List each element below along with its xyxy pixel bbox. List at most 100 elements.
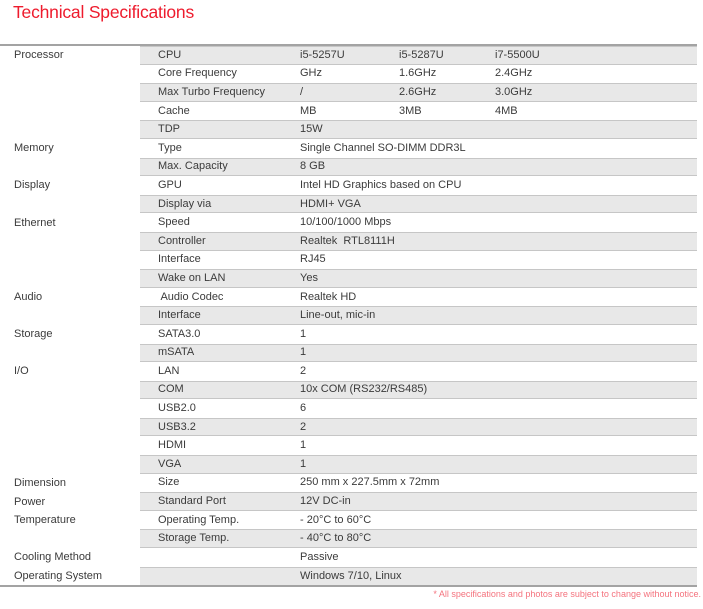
spec-value-1: Realtek RTL8111H [300, 234, 395, 247]
spec-subrow: Controller Realtek RTL8111H [140, 231, 697, 251]
spec-category-label: Power [14, 495, 46, 508]
table-row: mSATA 1 [0, 343, 697, 363]
spec-category-label: Ethernet [14, 216, 56, 229]
spec-item-label: USB2.0 [158, 402, 196, 415]
spec-value-1: 8 GB [300, 160, 326, 173]
spec-value-3: i7-5500U [495, 48, 540, 61]
spec-category-label [0, 344, 140, 363]
table-row: USB2.0 6 [0, 399, 697, 418]
spec-subrow: Cache MB 3MB 4MB [140, 102, 697, 121]
spec-category-label [0, 399, 140, 418]
spec-value-1: Yes [300, 271, 318, 284]
spec-value-1: Single Channel SO-DIMM DDR3L [300, 141, 466, 154]
spec-item-label: HDMI [158, 439, 187, 452]
spec-subrow: HDMI 1 [140, 436, 697, 455]
spec-value-1: 1 [300, 457, 307, 470]
spec-item-label: Operating Temp. [158, 513, 240, 526]
spec-item-label: LAN [158, 364, 180, 377]
table-row: Max Turbo Frequency / 2.6GHz 3.0GHz [0, 83, 697, 102]
spec-subrow: Display via HDMI+ VGA [140, 194, 697, 214]
spec-item-label: Max. Capacity [158, 160, 228, 173]
spec-category-label: Dimension [14, 476, 66, 489]
spec-item-label: USB3.2 [158, 420, 196, 433]
spec-category-label [0, 83, 140, 102]
spec-subrow: Standard Port 12V DC-in [140, 492, 697, 511]
spec-category-label [0, 529, 140, 548]
spec-value-1: RJ45 [300, 253, 326, 266]
table-row: TDP 15W [0, 120, 697, 139]
spec-item-label: COM [158, 383, 184, 396]
spec-value-2: 1.6GHz [399, 67, 437, 80]
table-row: Interface RJ45 [0, 251, 697, 270]
table-row: Max. Capacity 8 GB [0, 157, 697, 177]
spec-category-label [0, 65, 140, 84]
spec-category-label: Audio [14, 291, 43, 304]
table-row: Power Standard Port 12V DC-in [0, 492, 697, 511]
spec-category-label: Memory [14, 142, 54, 155]
spec-category-label [0, 436, 140, 455]
spec-table: Processor CPU i5-5257U i5-5287U i7-5500U… [0, 44, 697, 588]
spec-value-1: 10/100/1000 Mbps [300, 216, 392, 229]
spec-item-label: Type [158, 141, 182, 154]
spec-subrow: Operating Temp. - 20°C to 60°C [140, 511, 697, 530]
table-row: Display via HDMI+ VGA [0, 194, 697, 214]
table-row: HDMI 1 [0, 436, 697, 455]
spec-subrow: Windows 7/10, Linux [140, 566, 697, 586]
spec-category-label: Temperature [14, 514, 76, 527]
spec-category-label [0, 269, 140, 288]
spec-value-1: Line-out, mic-in [300, 309, 376, 322]
spec-category-label [0, 306, 140, 325]
table-row: Storage Temp. - 40°C to 80°C [0, 529, 697, 549]
spec-subrow: GPU Intel HD Graphics based on CPU [140, 176, 697, 195]
spec-value-1: 2 [300, 420, 307, 433]
spec-subrow: Storage Temp. - 40°C to 80°C [140, 529, 697, 549]
table-row: Temperature Operating Temp. - 20°C to 60… [0, 511, 697, 530]
spec-subrow: Wake on LAN Yes [140, 269, 697, 288]
spec-subrow: VGA 1 [140, 455, 697, 474]
spec-category-label [0, 120, 140, 139]
spec-value-1: - 40°C to 80°C [300, 532, 372, 545]
spec-item-label: Wake on LAN [158, 271, 226, 284]
spec-value-2: i5-5287U [399, 48, 444, 61]
spec-subrow: mSATA 1 [140, 343, 697, 363]
spec-item-label: TDP [158, 123, 180, 136]
spec-value-3: 4MB [495, 104, 518, 117]
spec-value-1: - 20°C to 60°C [300, 513, 372, 526]
spec-value-1: Windows 7/10, Linux [300, 569, 402, 582]
spec-item-label: Max Turbo Frequency [158, 85, 265, 98]
table-row: Interface Line-out, mic-in [0, 306, 697, 325]
spec-value-3: 3.0GHz [495, 85, 533, 98]
spec-subrow: Max Turbo Frequency / 2.6GHz 3.0GHz [140, 83, 697, 102]
spec-subrow: USB3.2 2 [140, 417, 697, 437]
spec-value-3: 2.4GHz [495, 67, 533, 80]
spec-subrow: Passive [140, 548, 697, 567]
spec-category-label [0, 232, 140, 251]
spec-item-label: Speed [158, 216, 190, 229]
spec-value-1: 15W [300, 123, 323, 136]
spec-item-label: Size [158, 476, 180, 489]
spec-item-label: CPU [158, 48, 182, 61]
spec-value-1: 1 [300, 327, 307, 340]
spec-value-1: 2 [300, 364, 307, 377]
spec-value-1: 1 [300, 439, 307, 452]
table-row: Wake on LAN Yes [0, 269, 697, 288]
spec-subrow: Type Single Channel SO-DIMM DDR3L [140, 139, 697, 158]
spec-item-label: GPU [158, 178, 182, 191]
page-title: Technical Specifications [13, 2, 194, 22]
spec-value-1: Passive [300, 550, 339, 563]
table-row: Core Frequency GHz 1.6GHz 2.4GHz [0, 65, 697, 84]
spec-category-label [0, 381, 140, 400]
spec-item-label: mSATA [158, 346, 195, 359]
table-row: Audio Audio Codec Realtek HD [0, 288, 697, 307]
spec-subrow: CPU i5-5257U i5-5287U i7-5500U [140, 46, 697, 65]
spec-value-1: 12V DC-in [300, 495, 351, 508]
spec-subrow: Interface RJ45 [140, 251, 697, 270]
spec-subrow: COM 10x COM (RS232/RS485) [140, 380, 697, 400]
table-row: Processor CPU i5-5257U i5-5287U i7-5500U [0, 46, 697, 65]
spec-item-label: Cache [158, 104, 190, 117]
table-row: Controller Realtek RTL8111H [0, 231, 697, 251]
spec-category-label: I/O [14, 365, 29, 378]
spec-item-label: Controller [158, 234, 206, 247]
spec-category-label: Operating System [14, 569, 103, 582]
spec-item-label: Interface [158, 253, 201, 266]
